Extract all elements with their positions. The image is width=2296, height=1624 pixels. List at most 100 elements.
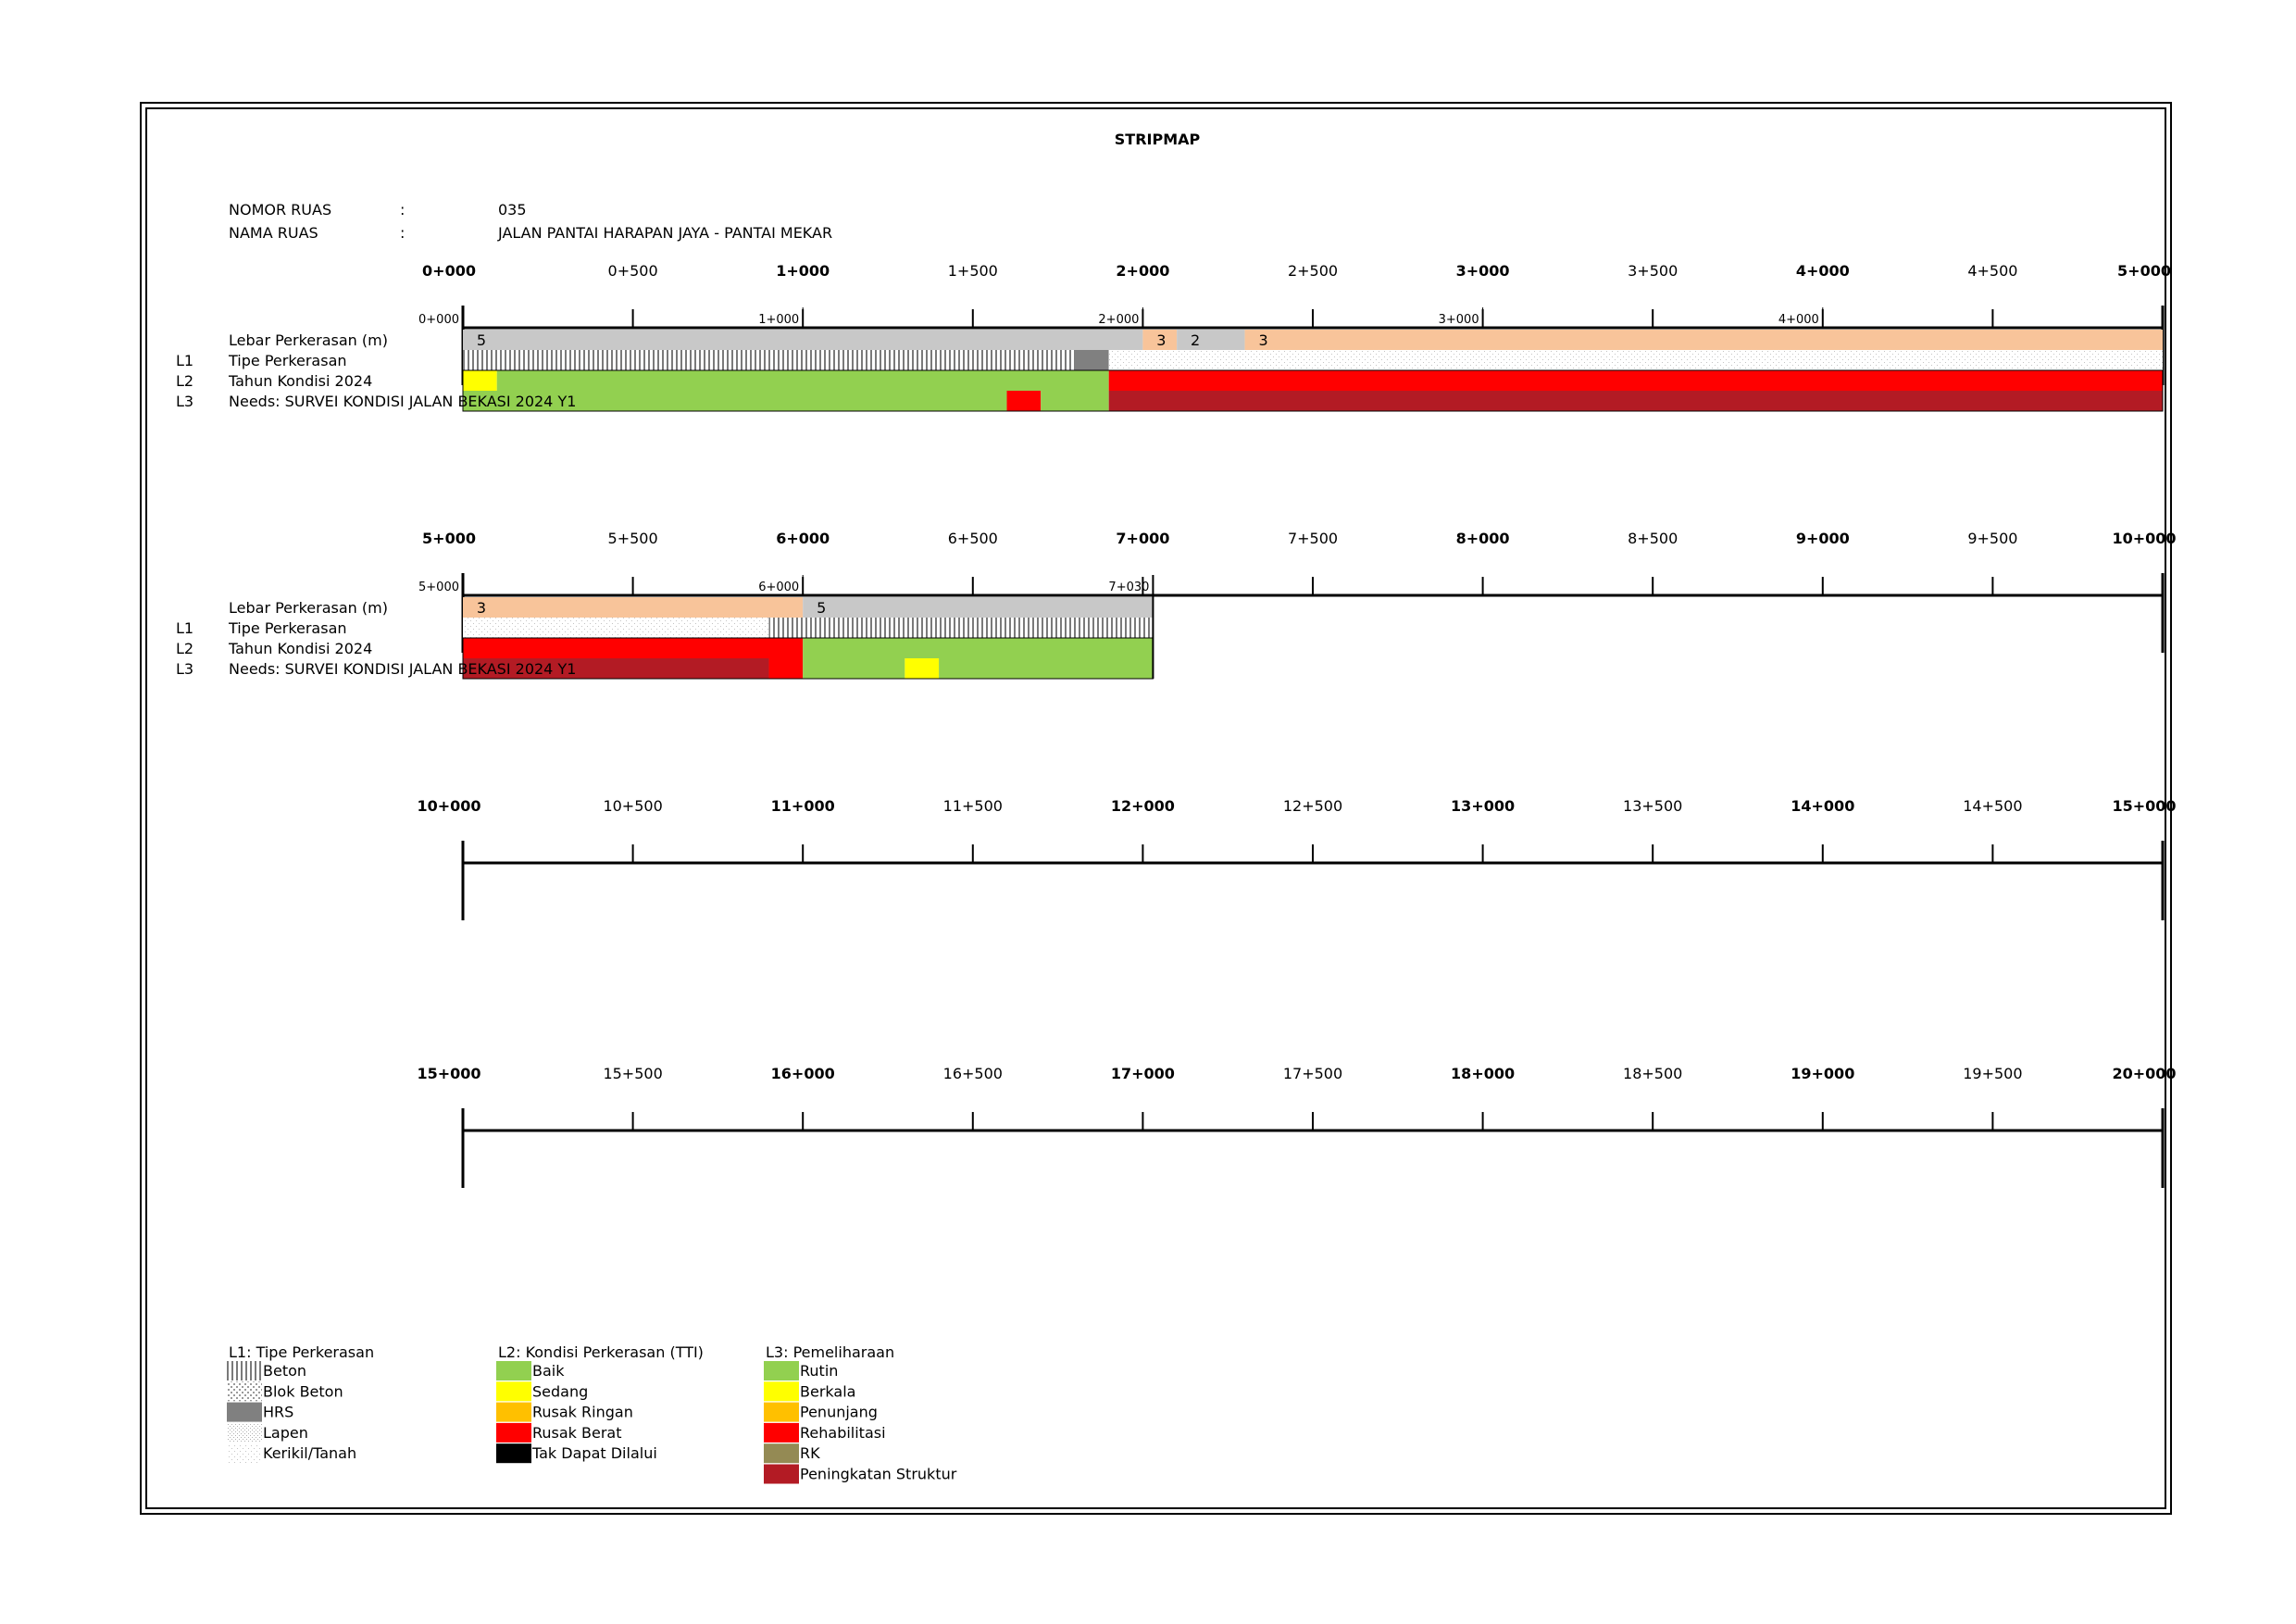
segment-km-label: 3+000	[1439, 313, 1479, 327]
l2-segment	[463, 370, 497, 391]
width-segment	[1244, 330, 2163, 350]
km-label-major: 5+000	[422, 530, 476, 547]
row-code-l3: L3	[176, 393, 193, 410]
km-label-minor: 16+500	[943, 1065, 1003, 1082]
width-segment	[803, 597, 1154, 618]
km-label-major: 4+000	[1796, 262, 1850, 280]
l3-segment	[905, 658, 940, 679]
km-label-major: 20+000	[2112, 1065, 2176, 1082]
width-value-label: 5	[477, 331, 486, 349]
row-label-width: Lebar Perkerasan (m)	[229, 331, 388, 349]
km-label-major: 3+000	[1456, 262, 1510, 280]
l3-segment	[463, 391, 1007, 411]
legend-item-label: RK	[800, 1444, 820, 1462]
km-label-minor: 4+500	[1967, 262, 2017, 280]
km-label-minor: 14+500	[1963, 797, 2022, 815]
km-label-major: 13+000	[1451, 797, 1515, 815]
stripmap-panel: 5+000 5+500 6+000 6+500 7+000 7+500 8+000 8+500…	[176, 530, 2177, 680]
nama-ruas-label: NAMA RUAS	[229, 224, 318, 242]
width-segment	[463, 330, 1143, 350]
l3-segment	[1006, 391, 1042, 411]
legend-item-label: Rusak Ringan	[532, 1404, 633, 1421]
km-label-minor: 2+500	[1288, 262, 1338, 280]
width-segment	[1142, 330, 1178, 350]
nomor-ruas-value: 035	[498, 201, 527, 219]
km-label-minor: 8+500	[1628, 530, 1678, 547]
km-label-minor: 1+500	[948, 262, 998, 280]
km-label-major: 10+000	[417, 797, 480, 815]
legend-item-label: Kerikil/Tanah	[263, 1444, 356, 1462]
legend-title: L3: Pemeliharaan	[766, 1343, 894, 1361]
segment-km-label: 0+000	[418, 313, 459, 327]
l3-segment	[1041, 391, 1109, 411]
km-label-minor: 3+500	[1628, 262, 1678, 280]
width-segment	[1177, 330, 1245, 350]
legend-swatch	[227, 1443, 262, 1464]
width-value-label: 2	[1191, 331, 1200, 349]
km-label-major: 11+000	[771, 797, 835, 815]
row-label-l2: Tahun Kondisi 2024	[228, 372, 372, 390]
km-label-major: 7+000	[1116, 530, 1169, 547]
row-label-l2: Tahun Kondisi 2024	[228, 640, 372, 657]
page-frame-outer	[140, 102, 2172, 1515]
legend-swatch	[496, 1443, 531, 1464]
legend-item-label: Rehabilitasi	[800, 1424, 886, 1442]
legend-swatch	[496, 1402, 531, 1422]
km-label-major: 5+000	[2117, 262, 2171, 280]
legend-group: L2: Kondisi Perkerasan (TTI)Baik Sedang Ru…	[496, 1343, 704, 1464]
l3-segment	[768, 658, 804, 679]
legend-swatch	[496, 1422, 531, 1443]
legend-item-label: Peningkatan Struktur	[800, 1466, 957, 1483]
data-outline	[462, 369, 2164, 412]
legend-item-label: Beton	[263, 1362, 306, 1380]
legend-swatch	[227, 1422, 262, 1443]
page-frame-inner	[145, 107, 2166, 1509]
legend-swatch	[496, 1381, 531, 1402]
width-value-label: 3	[1156, 331, 1166, 349]
segment-km-label: 1+000	[758, 313, 799, 327]
km-label-major: 14+000	[1791, 797, 1854, 815]
legend-item-label: Sedang	[532, 1382, 588, 1400]
legend-swatch	[764, 1422, 799, 1443]
l1-segment	[463, 618, 769, 638]
km-label-major: 16+000	[771, 1065, 835, 1082]
legend-swatch	[227, 1361, 262, 1380]
legend-item-label: Penunjang	[800, 1404, 878, 1421]
km-label-major: 2+000	[1116, 262, 1169, 280]
row-code-l2: L2	[176, 640, 193, 657]
l3-segment	[463, 658, 769, 679]
km-label-minor: 12+500	[1283, 797, 1342, 815]
stripmap-panel: 0+000 0+500 1+000 1+500 2+000 2+500 3+000 3+500…	[176, 262, 2171, 412]
legend-item-label: Rutin	[800, 1362, 838, 1380]
row-label-l3: Needs: SURVEI KONDISI JALAN BEKASI 2024 …	[229, 393, 576, 410]
km-label-minor: 0+500	[608, 262, 658, 280]
width-value-label: 3	[477, 599, 486, 617]
row-code-l3: L3	[176, 660, 193, 678]
km-label-major: 0+000	[422, 262, 476, 280]
page-title: STRIPMAP	[1114, 131, 1201, 148]
legend-swatch	[764, 1443, 799, 1464]
km-label-major: 10+000	[2112, 530, 2176, 547]
legend-swatch	[227, 1381, 262, 1402]
l1-segment	[1108, 350, 2163, 370]
legend-item-label: Lapen	[263, 1424, 308, 1442]
l1-segment	[1074, 350, 1109, 370]
l1-segment	[768, 618, 1154, 638]
segment-km-label: 5+000	[418, 581, 459, 594]
km-label-minor: 18+500	[1623, 1065, 1682, 1082]
row-label-l1: Tipe Perkerasan	[228, 619, 347, 637]
km-label-minor: 11+500	[943, 797, 1003, 815]
km-label-minor: 7+500	[1288, 530, 1338, 547]
segment-km-label: 2+000	[1098, 313, 1139, 327]
row-code-l2: L2	[176, 372, 193, 390]
nomor-ruas-label: NOMOR RUAS	[229, 201, 332, 219]
km-label-major: 6+000	[776, 530, 830, 547]
segment-km-label: 6+000	[758, 581, 799, 594]
km-label-major: 1+000	[776, 262, 830, 280]
km-label-minor: 9+500	[1967, 530, 2017, 547]
legend-item-label: HRS	[263, 1404, 293, 1421]
l3-segment	[1108, 391, 2163, 411]
l2-segment	[496, 370, 1109, 391]
